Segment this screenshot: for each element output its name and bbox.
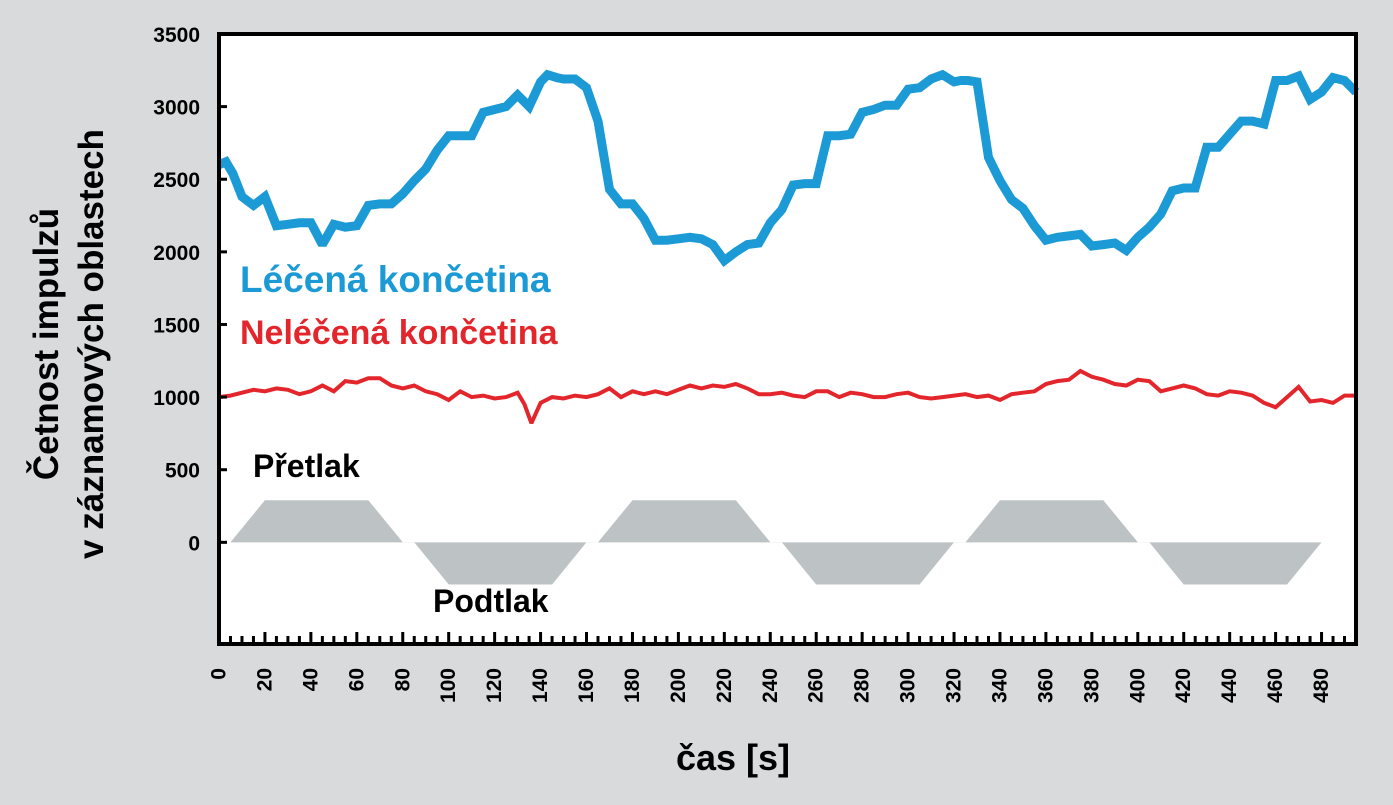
x-tick-label: 80 — [391, 668, 414, 691]
pressure-layer — [230, 500, 1322, 585]
y-tick-label: 2500 — [153, 169, 200, 192]
series-line-treated — [217, 69, 1360, 267]
x-axis-label: čas [s] — [676, 737, 790, 778]
x-tick-label: 0 — [208, 668, 231, 680]
y-tick-label: 500 — [165, 460, 200, 483]
series-line-untreated — [218, 368, 1356, 425]
legend-label-untreated: Neléčená končetina — [240, 314, 559, 352]
x-tick-label: 380 — [1080, 668, 1103, 703]
x-tick-label: 140 — [529, 668, 552, 703]
x-tick-label: 300 — [897, 668, 920, 703]
y-tick-label: 2000 — [153, 242, 200, 265]
y-axis-label-line-2: v záznamových oblastech — [72, 129, 111, 559]
axes-layer — [217, 32, 1358, 646]
x-tick-label: 360 — [1034, 668, 1057, 703]
x-tick-label: 280 — [851, 668, 874, 703]
annotation-overpressure: Přetlak — [253, 448, 360, 484]
x-tick-label: 340 — [988, 668, 1011, 703]
series-layer — [217, 69, 1360, 425]
y-tick-label: 1500 — [153, 314, 200, 337]
x-tick-label: 60 — [345, 668, 368, 691]
y-tick-label: 3000 — [153, 97, 200, 120]
x-tick-label: 400 — [1126, 668, 1149, 703]
x-tick-label: 100 — [437, 668, 460, 703]
text-layer: 0 500 1000 1500 2000 2500 3000 3500 0 20 40 60 80 100… — [26, 24, 1333, 778]
x-tick-label: 240 — [759, 668, 782, 703]
x-tick-label: 200 — [667, 668, 690, 703]
x-tick-label: 460 — [1264, 668, 1287, 703]
x-tick-label: 180 — [621, 668, 644, 703]
pressure-area — [230, 500, 1322, 585]
legend-label-treated: Léčená končetina — [240, 259, 551, 300]
x-tick-label: 20 — [253, 668, 276, 691]
x-tick-label: 420 — [1172, 668, 1195, 703]
y-tick-label: 1000 — [153, 387, 200, 410]
y-tick-label: 3500 — [153, 24, 200, 47]
plot-frame — [217, 32, 1358, 646]
x-tick-label: 260 — [805, 668, 828, 703]
y-axis-label-line-1: Četnost impulzů — [26, 208, 66, 480]
annotation-underpressure: Podtlak — [433, 583, 549, 619]
x-tick-label: 320 — [943, 668, 966, 703]
x-tick-label: 120 — [483, 668, 506, 703]
x-tick-label: 440 — [1218, 668, 1241, 703]
x-tick-label: 40 — [299, 668, 322, 691]
x-tick-label: 480 — [1310, 668, 1333, 703]
y-tick-label: 0 — [188, 532, 200, 555]
x-tick-label: 220 — [713, 668, 736, 703]
x-tick-label: 160 — [575, 668, 598, 703]
